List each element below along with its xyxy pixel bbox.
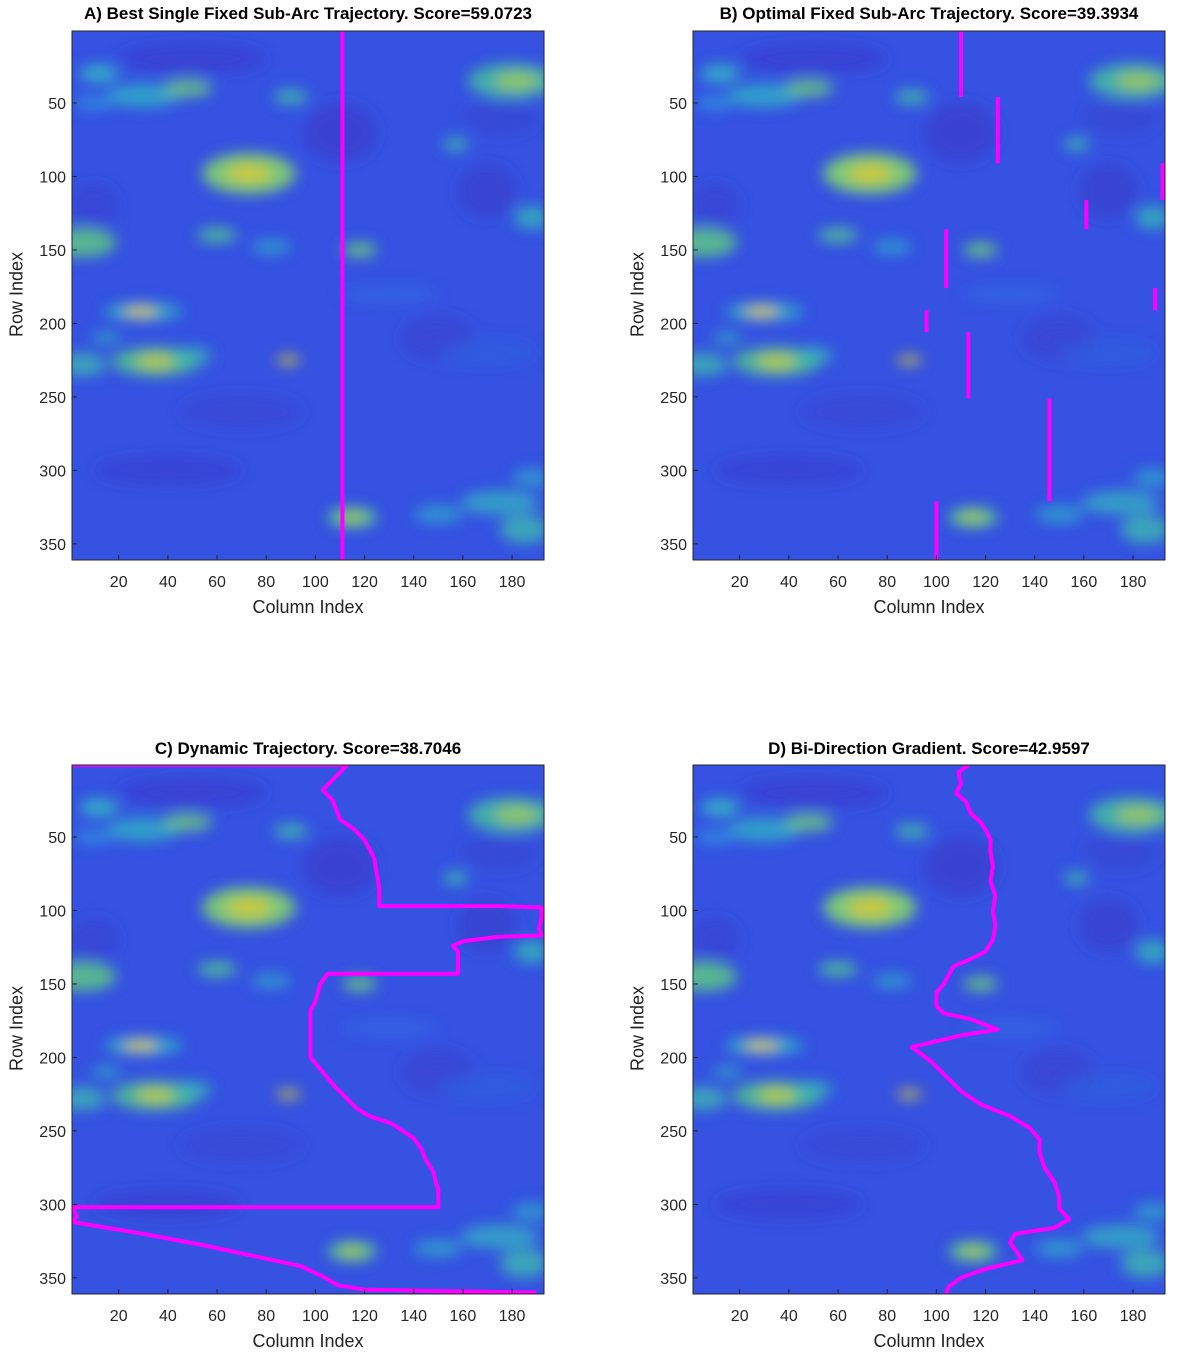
x-axis-label: Column Index: [252, 1331, 364, 1351]
chart-title: B) Optimal Fixed Sub-Arc Trajectory. Sco…: [719, 4, 1139, 23]
x-tick-label: 120: [351, 1308, 378, 1325]
x-tick-label: 140: [400, 1308, 427, 1325]
y-tick-label: 100: [660, 903, 687, 920]
x-axis-label: Column Index: [873, 597, 985, 617]
x-tick-label: 160: [450, 1308, 477, 1325]
x-tick-label: 180: [499, 574, 526, 591]
x-tick-label: 100: [923, 574, 950, 591]
x-tick-label: 20: [110, 574, 128, 591]
plot-frame: [692, 30, 1166, 561]
x-tick-label: 140: [1021, 1308, 1048, 1325]
x-tick-label: 100: [923, 1308, 950, 1325]
y-tick-label: 100: [660, 169, 687, 186]
x-tick-label: 40: [780, 1308, 798, 1325]
y-tick-label: 50: [669, 96, 687, 113]
x-tick-label: 40: [159, 1308, 177, 1325]
x-tick-label: 60: [829, 1308, 847, 1325]
x-tick-label: 180: [1120, 1308, 1147, 1325]
x-tick-label: 80: [878, 1308, 896, 1325]
x-tick-label: 60: [208, 1308, 226, 1325]
x-tick-label: 80: [257, 1308, 275, 1325]
x-tick-label: 100: [302, 1308, 329, 1325]
y-tick-label: 300: [660, 463, 687, 480]
y-tick-label: 100: [39, 169, 66, 186]
x-axis-label: Column Index: [252, 597, 364, 617]
x-tick-label: 120: [351, 574, 378, 591]
chart-plot-a: 20 40 60 80 100 120 140 160 180 50 100 150 200 250 300…: [39, 30, 545, 591]
chart-title: C) Dynamic Trajectory. Score=38.7046: [154, 739, 462, 758]
y-axis-label: Row Index: [6, 251, 27, 338]
chart-title: D) Bi-Direction Gradient. Score=42.9597: [768, 739, 1090, 758]
x-tick-label: 40: [159, 574, 177, 591]
y-tick-label: 250: [39, 1124, 66, 1141]
y-tick-label: 50: [48, 830, 66, 847]
y-tick-label: 200: [39, 316, 66, 333]
x-tick-label: 180: [499, 1308, 526, 1325]
x-tick-label: 20: [731, 1308, 749, 1325]
y-tick-label: 250: [660, 390, 687, 407]
x-axis-label: Column Index: [873, 1331, 985, 1351]
x-tick-label: 80: [257, 574, 275, 591]
x-tick-label: 20: [110, 1308, 128, 1325]
y-tick-label: 350: [660, 537, 687, 554]
plot-frame: [692, 764, 1166, 1295]
y-tick-label: 300: [660, 1197, 687, 1214]
y-tick-label: 300: [39, 463, 66, 480]
y-tick-label: 200: [39, 1050, 66, 1067]
y-tick-label: 150: [39, 243, 66, 260]
heatmap-background: [72, 765, 544, 1294]
heatmap-background: [693, 31, 1165, 560]
y-axis-label: Row Index: [6, 985, 27, 1072]
y-tick-label: 200: [660, 1050, 687, 1067]
x-tick-label: 20: [731, 574, 749, 591]
y-tick-label: 350: [660, 1271, 687, 1288]
x-tick-label: 60: [208, 574, 226, 591]
x-tick-label: 100: [302, 574, 329, 591]
chart-title: A) Best Single Fixed Sub-Arc Trajectory.…: [83, 4, 532, 23]
y-tick-label: 200: [660, 316, 687, 333]
heatmap-background: [72, 31, 544, 560]
y-axis-label: Row Index: [627, 251, 648, 338]
y-tick-label: 150: [39, 977, 66, 994]
x-tick-label: 80: [878, 574, 896, 591]
y-tick-label: 150: [660, 243, 687, 260]
x-tick-label: 140: [400, 574, 427, 591]
x-tick-label: 180: [1120, 574, 1147, 591]
x-tick-label: 120: [972, 574, 999, 591]
x-tick-label: 60: [829, 574, 847, 591]
y-tick-label: 150: [660, 977, 687, 994]
y-tick-label: 300: [39, 1197, 66, 1214]
x-tick-label: 120: [972, 1308, 999, 1325]
y-tick-label: 350: [39, 537, 66, 554]
plot-frame: [71, 764, 545, 1295]
y-tick-label: 50: [48, 96, 66, 113]
x-tick-label: 140: [1021, 574, 1048, 591]
y-tick-label: 350: [39, 1271, 66, 1288]
x-tick-label: 160: [1071, 574, 1098, 591]
trajectory-line: [909, 765, 1072, 1294]
x-tick-label: 40: [780, 574, 798, 591]
y-tick-label: 250: [39, 390, 66, 407]
plot-frame: [71, 30, 545, 561]
chart-plot-b: 20 40 60 80 100 120 140 160 180 50 100 150 200 250 300…: [660, 30, 1166, 591]
y-axis-label: Row Index: [627, 985, 648, 1072]
x-tick-label: 160: [1071, 1308, 1098, 1325]
heatmap-background: [693, 765, 1165, 1294]
y-tick-label: 250: [660, 1124, 687, 1141]
y-tick-label: 100: [39, 903, 66, 920]
trajectory-line: [72, 765, 544, 1294]
x-tick-label: 160: [450, 574, 477, 591]
y-tick-label: 50: [669, 830, 687, 847]
